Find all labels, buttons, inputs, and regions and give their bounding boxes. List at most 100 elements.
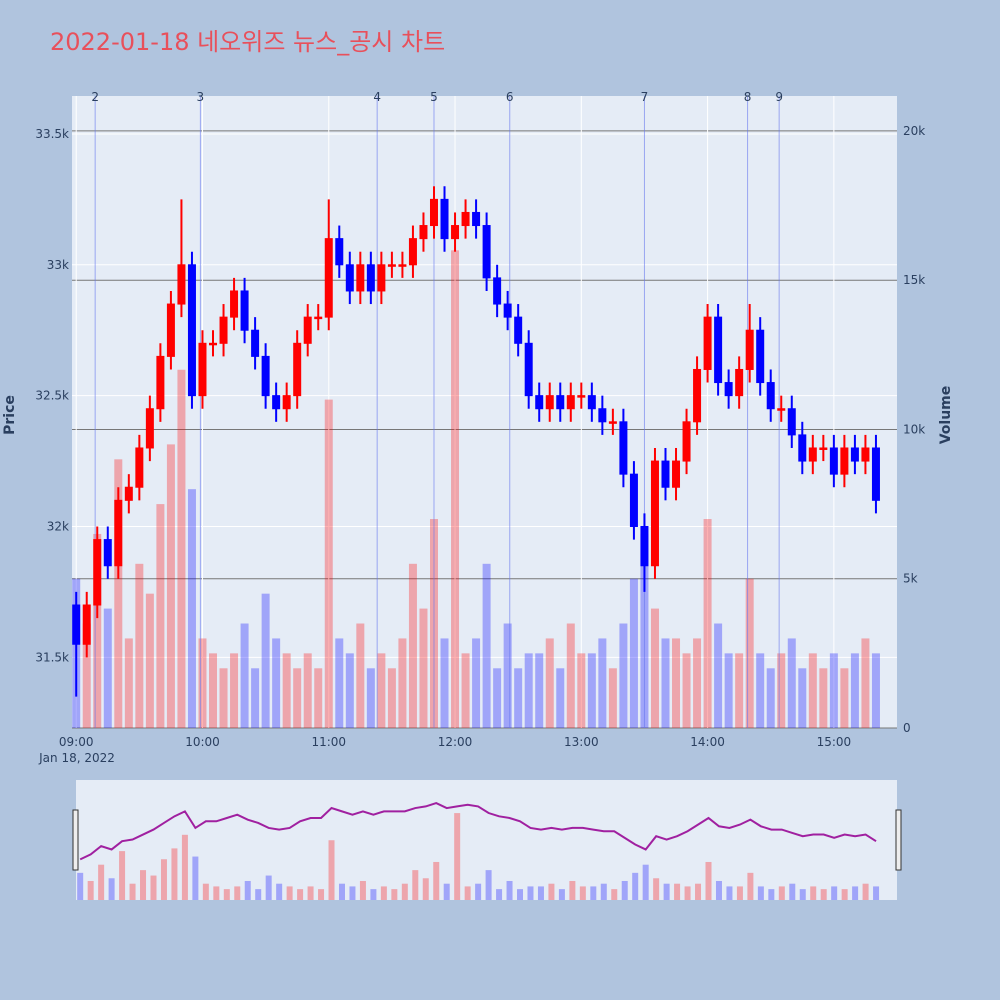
range-slider[interactable] (76, 780, 897, 900)
candle-body (219, 316, 228, 344)
y2-tick-label: 5k (903, 572, 918, 586)
mini-volume-bar (87, 880, 94, 900)
candle-body (335, 238, 344, 266)
plot-area (72, 96, 897, 728)
volume-bars (72, 250, 880, 728)
mini-volume-bar (234, 886, 241, 900)
volume-bar (503, 623, 512, 728)
candle-body (787, 408, 796, 436)
volume-bar (871, 653, 880, 728)
x-tick-label: 11:00 (311, 735, 346, 749)
mini-volume-bar (223, 889, 230, 900)
candle-body (209, 342, 218, 346)
candle-body (82, 604, 91, 645)
volume-bar (177, 369, 186, 728)
mini-volume-bar (160, 859, 167, 900)
candle-body (272, 395, 281, 410)
x-tick-label: 13:00 (564, 735, 599, 749)
mini-volume-bar (77, 872, 84, 900)
x-date-label: Jan 18, 2022 (38, 751, 115, 765)
mini-volume-bar (632, 872, 639, 900)
volume-bar (861, 638, 870, 728)
y2-axis-title: Volume (938, 386, 954, 445)
volume-bar (82, 623, 91, 728)
mini-volume-bar (265, 875, 272, 900)
mini-volume-bar (140, 870, 147, 900)
news-label: 4 (373, 90, 381, 104)
volume-bar (303, 653, 312, 728)
volume-bar (419, 608, 428, 728)
mini-volume-bar (171, 848, 178, 900)
candle-body (545, 395, 554, 410)
range-handle[interactable] (72, 809, 79, 871)
volume-bar (198, 638, 207, 728)
y-tick-label: 32k (47, 519, 69, 533)
mini-volume-bar (307, 886, 314, 900)
volume-bar (451, 250, 460, 728)
mini-volume-bar (286, 886, 293, 900)
volume-bar (724, 653, 733, 728)
volume-bar (703, 519, 712, 728)
candle-body (808, 447, 817, 462)
volume-bar (798, 668, 807, 728)
mini-volume-bar (621, 880, 628, 900)
candle-body (693, 368, 702, 423)
candle-body (514, 316, 523, 344)
volume-bar (650, 608, 659, 728)
volume-bar (714, 623, 723, 728)
mini-volume-bar (852, 886, 859, 900)
mini-volume-bar (370, 889, 377, 900)
candle-body (566, 395, 575, 410)
candle-body (366, 264, 375, 292)
candle-body (314, 316, 323, 320)
volume-bar (272, 638, 281, 728)
volume-bar (598, 638, 607, 728)
volume-bar (356, 623, 365, 728)
mini-price-line (79, 802, 877, 861)
candle-body (524, 342, 533, 397)
mini-volume-bar (548, 883, 555, 900)
candle-body (493, 277, 502, 305)
mini-volume-bar (736, 886, 743, 900)
range-handle[interactable] (895, 809, 902, 871)
mini-volume-bar (192, 856, 199, 900)
candle-body (766, 382, 775, 410)
mini-volume-bar (841, 889, 848, 900)
news-label: 5 (430, 90, 438, 104)
news-label: 8 (744, 90, 752, 104)
y-tick-label: 32.5k (35, 389, 69, 403)
candle-body (135, 447, 144, 488)
volume-bar (672, 638, 681, 728)
candle-body (387, 264, 396, 267)
mini-volume-bar (757, 886, 764, 900)
mini-volume-bar (590, 886, 597, 900)
mini-volume-bar (705, 861, 712, 900)
candle-body (840, 447, 849, 475)
candle-body (871, 447, 880, 501)
mini-volume-bar (653, 878, 660, 900)
candle-body (714, 316, 723, 384)
mini-volume-bar (359, 880, 366, 900)
news-label: 6 (506, 90, 514, 104)
mini-volume-bar (527, 886, 534, 900)
candle-body (861, 447, 870, 462)
volume-bar (314, 668, 323, 728)
volume-bar (472, 638, 481, 728)
volume-bar (114, 459, 123, 728)
volume-bar (135, 563, 144, 728)
y-tick-label: 31.5k (35, 650, 69, 664)
volume-bar (377, 653, 386, 728)
mini-volume-bar (873, 886, 880, 900)
candle-body (535, 395, 544, 410)
y-tick-label: 33k (47, 258, 69, 272)
mini-volume-bar (715, 880, 722, 900)
mini-volume-bar (454, 813, 461, 900)
candle-body (156, 355, 165, 410)
mini-volume-bar (611, 889, 618, 900)
candle-body (429, 198, 438, 227)
volume-bar (145, 593, 154, 728)
volume-bar (545, 638, 554, 728)
range-slider-marks (77, 802, 880, 900)
candle-body (556, 395, 565, 410)
candle-body (735, 368, 744, 397)
